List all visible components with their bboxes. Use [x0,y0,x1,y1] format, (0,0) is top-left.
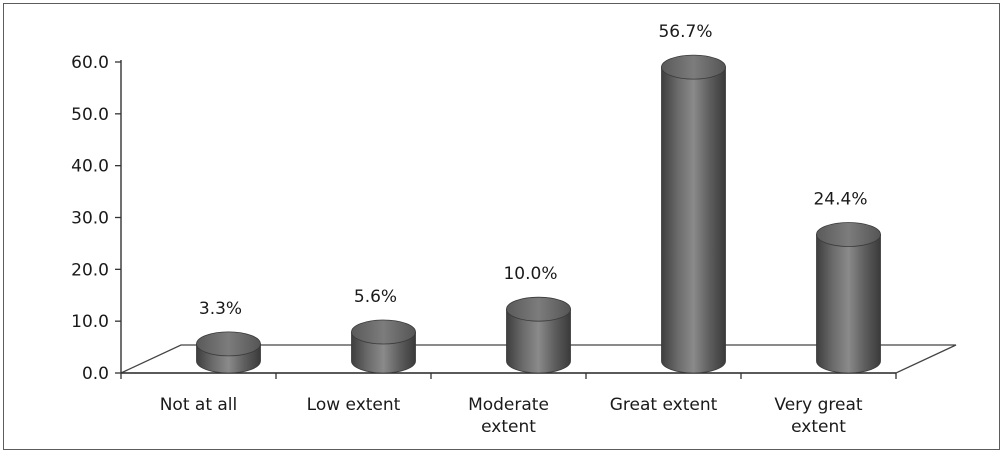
y-tick-label: 10.0 [71,312,109,332]
bar-top [196,331,261,357]
data-label: 3.3% [199,299,242,319]
data-label: 5.6% [354,287,397,307]
y-axis: 0.0 10.0 20.0 30.0 40.0 50.0 60.0 [71,53,897,384]
y-tick-label: 30.0 [71,209,109,229]
category-label: Low extent [307,395,401,415]
data-label: 24.4% [813,190,867,210]
y-tick-label: 0.0 [82,364,109,384]
y-tick-label: 20.0 [71,260,109,280]
bar [196,331,261,374]
chart-frame: 0.0 10.0 20.0 30.0 40.0 50.0 60.0 3.3% 5.6% 10.0… [3,3,1000,450]
category-label: extent [481,417,536,437]
bar-top [661,54,726,80]
bar-chart: 0.0 10.0 20.0 30.0 40.0 50.0 60.0 3.3% 5.6% 10.0… [71,22,957,437]
bar [351,319,416,374]
bar [816,222,881,374]
bar-top [816,222,881,247]
bar [506,296,571,374]
category-label: Moderate [468,395,549,415]
category-label: Very great [774,395,863,415]
category-labels: Not at all Low extent ModerateextentGreat … [160,395,863,437]
bar [661,54,726,374]
data-label: 10.0% [503,264,557,284]
category-label: Not at all [160,395,238,415]
bar-body [661,66,726,374]
bar-body [506,308,571,374]
data-label: 56.7% [658,22,712,42]
bars [196,54,881,374]
category-label: extent [791,417,846,437]
data-labels: 3.3% 5.6% 10.0% 56.7% 24.4% [199,22,868,319]
bar-top [506,296,571,322]
category-label: Great extent [610,395,718,415]
bar-body [816,234,881,374]
y-tick-label: 40.0 [71,157,109,177]
y-tick-label: 50.0 [71,105,109,125]
bar-top [351,319,416,345]
y-tick-label: 60.0 [71,53,109,73]
